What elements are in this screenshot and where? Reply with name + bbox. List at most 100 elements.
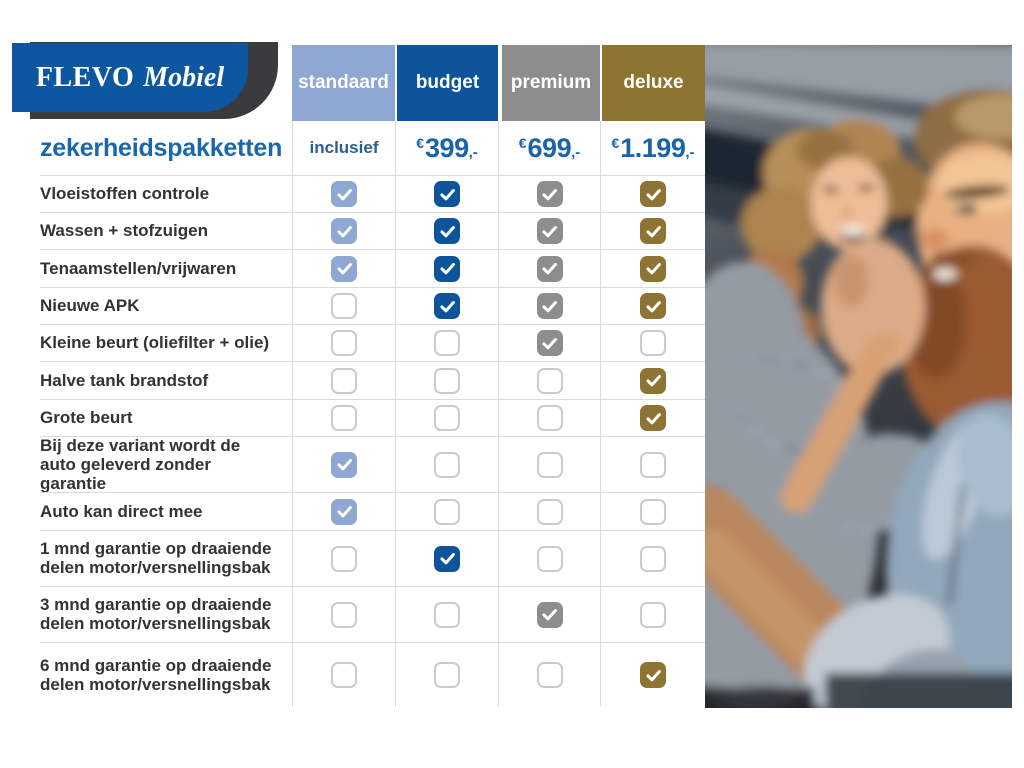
price-eur: € [518, 134, 527, 151]
check-icon [542, 263, 557, 275]
checkbox-standaard[interactable] [331, 601, 357, 628]
checkbox-standaard[interactable] [331, 498, 357, 525]
checkbox-standaard[interactable] [331, 330, 357, 356]
checkbox-standaard[interactable] [331, 255, 357, 282]
check-cell-budget [395, 436, 498, 492]
check-cell-standaard [292, 586, 395, 642]
feature-label: 3 mnd garantie op draaiende delen motor/… [40, 595, 272, 633]
check-cell-premium [498, 586, 600, 642]
check-cell-premium [498, 530, 600, 586]
feature-label-cell: 1 mnd garantie op draaiende delen motor/… [0, 530, 292, 586]
check-cell-deluxe [600, 361, 705, 399]
checkbox-deluxe[interactable] [640, 293, 666, 319]
checkbox-standaard[interactable] [331, 293, 357, 319]
checkbox-premium[interactable] [536, 601, 563, 628]
checkbox-premium[interactable] [536, 255, 563, 282]
logo-plate: FLEVO Mobiel [12, 43, 248, 112]
check-icon [439, 263, 455, 275]
checkbox-budget[interactable] [434, 293, 460, 319]
check-cell-budget [395, 212, 498, 249]
checkbox-standaard[interactable] [331, 662, 357, 688]
checkbox-deluxe[interactable] [640, 218, 666, 244]
check-cell-standaard [292, 175, 395, 212]
check-cell-standaard [292, 530, 395, 586]
checkbox-premium[interactable] [536, 545, 563, 572]
feature-label: Tenaamstellen/vrijwaren [40, 258, 237, 278]
checkbox-standaard[interactable] [331, 367, 357, 394]
checkbox-budget[interactable] [434, 255, 460, 282]
price-suf: ,- [685, 143, 695, 161]
price-amt: 399 [425, 132, 469, 163]
feature-label-cell: Nieuwe APK [0, 287, 292, 324]
checkbox-deluxe[interactable] [640, 405, 666, 431]
checkbox-standaard[interactable] [331, 405, 357, 431]
check-cell-deluxe [600, 436, 705, 492]
table-row: Nieuwe APK [0, 287, 705, 324]
page-title: zekerheidspakketten [40, 133, 283, 162]
checkbox-standaard[interactable] [331, 218, 357, 244]
checkbox-deluxe[interactable] [640, 601, 666, 628]
checkbox-budget[interactable] [434, 662, 460, 688]
feature-label: Grote beurt [40, 408, 133, 427]
checkbox-premium[interactable] [536, 181, 563, 207]
checkbox-standaard[interactable] [331, 181, 357, 207]
check-cell-budget [395, 492, 498, 530]
feature-label-cell: Tenaamstellen/vrijwaren [0, 249, 292, 287]
checkbox-deluxe[interactable] [640, 330, 666, 356]
checkbox-premium[interactable] [536, 451, 563, 478]
price-standaard: inclusief [292, 121, 395, 175]
checkbox-deluxe[interactable] [640, 662, 666, 688]
table-row: 6 mnd garantie op draaiende delen motor/… [0, 642, 705, 707]
checkbox-deluxe[interactable] [640, 451, 666, 478]
checkbox-budget[interactable] [434, 498, 460, 525]
checkbox-premium[interactable] [536, 367, 563, 394]
check-cell-budget [395, 399, 498, 436]
table-row: Kleine beurt (oliefilter + olie) [0, 324, 705, 361]
feature-label-cell: Grote beurt [0, 399, 292, 436]
checkbox-budget[interactable] [434, 405, 460, 431]
check-cell-standaard [292, 642, 395, 707]
checkbox-budget[interactable] [434, 367, 460, 394]
checkbox-deluxe[interactable] [640, 181, 666, 207]
price-value: €399,- [416, 133, 478, 164]
check-icon [542, 188, 557, 200]
price-budget: €399,- [395, 121, 498, 175]
check-cell-premium [498, 287, 600, 324]
checkbox-deluxe[interactable] [640, 367, 666, 394]
checkbox-premium[interactable] [536, 330, 563, 356]
checkbox-premium[interactable] [536, 218, 563, 244]
feature-label: Vloeistoffen controle [40, 184, 210, 203]
check-icon [645, 300, 661, 312]
checkbox-budget[interactable] [434, 330, 460, 356]
checkbox-standaard[interactable] [331, 545, 357, 572]
checkbox-budget[interactable] [434, 545, 460, 572]
checkbox-budget[interactable] [434, 181, 460, 207]
table-row: Tenaamstellen/vrijwaren [0, 249, 705, 287]
checkbox-premium[interactable] [536, 498, 563, 525]
checkbox-budget[interactable] [434, 451, 460, 478]
check-cell-deluxe [600, 492, 705, 530]
checkbox-standaard[interactable] [331, 451, 357, 478]
table-row: 1 mnd garantie op draaiende delen motor/… [0, 530, 705, 586]
checkbox-premium[interactable] [536, 293, 563, 319]
feature-label: Nieuwe APK [40, 296, 140, 315]
check-cell-premium [498, 642, 600, 707]
price-amt: 1.199 [620, 132, 686, 163]
price-eur: € [416, 134, 425, 151]
checkbox-deluxe[interactable] [640, 498, 666, 525]
check-cell-budget [395, 324, 498, 361]
checkbox-budget[interactable] [434, 218, 460, 244]
checkbox-deluxe[interactable] [640, 545, 666, 572]
checkbox-budget[interactable] [434, 601, 460, 628]
price-included-label: inclusief [309, 138, 379, 157]
price-value: €699,- [519, 133, 581, 164]
check-cell-standaard [292, 249, 395, 287]
table-row: 3 mnd garantie op draaiende delen motor/… [0, 586, 705, 642]
check-cell-deluxe [600, 399, 705, 436]
checkbox-premium[interactable] [536, 405, 563, 431]
checkbox-premium[interactable] [536, 662, 563, 688]
check-icon [645, 263, 661, 275]
feature-label-cell: Halve tank brandstof [0, 361, 292, 399]
checkbox-deluxe[interactable] [640, 255, 666, 282]
